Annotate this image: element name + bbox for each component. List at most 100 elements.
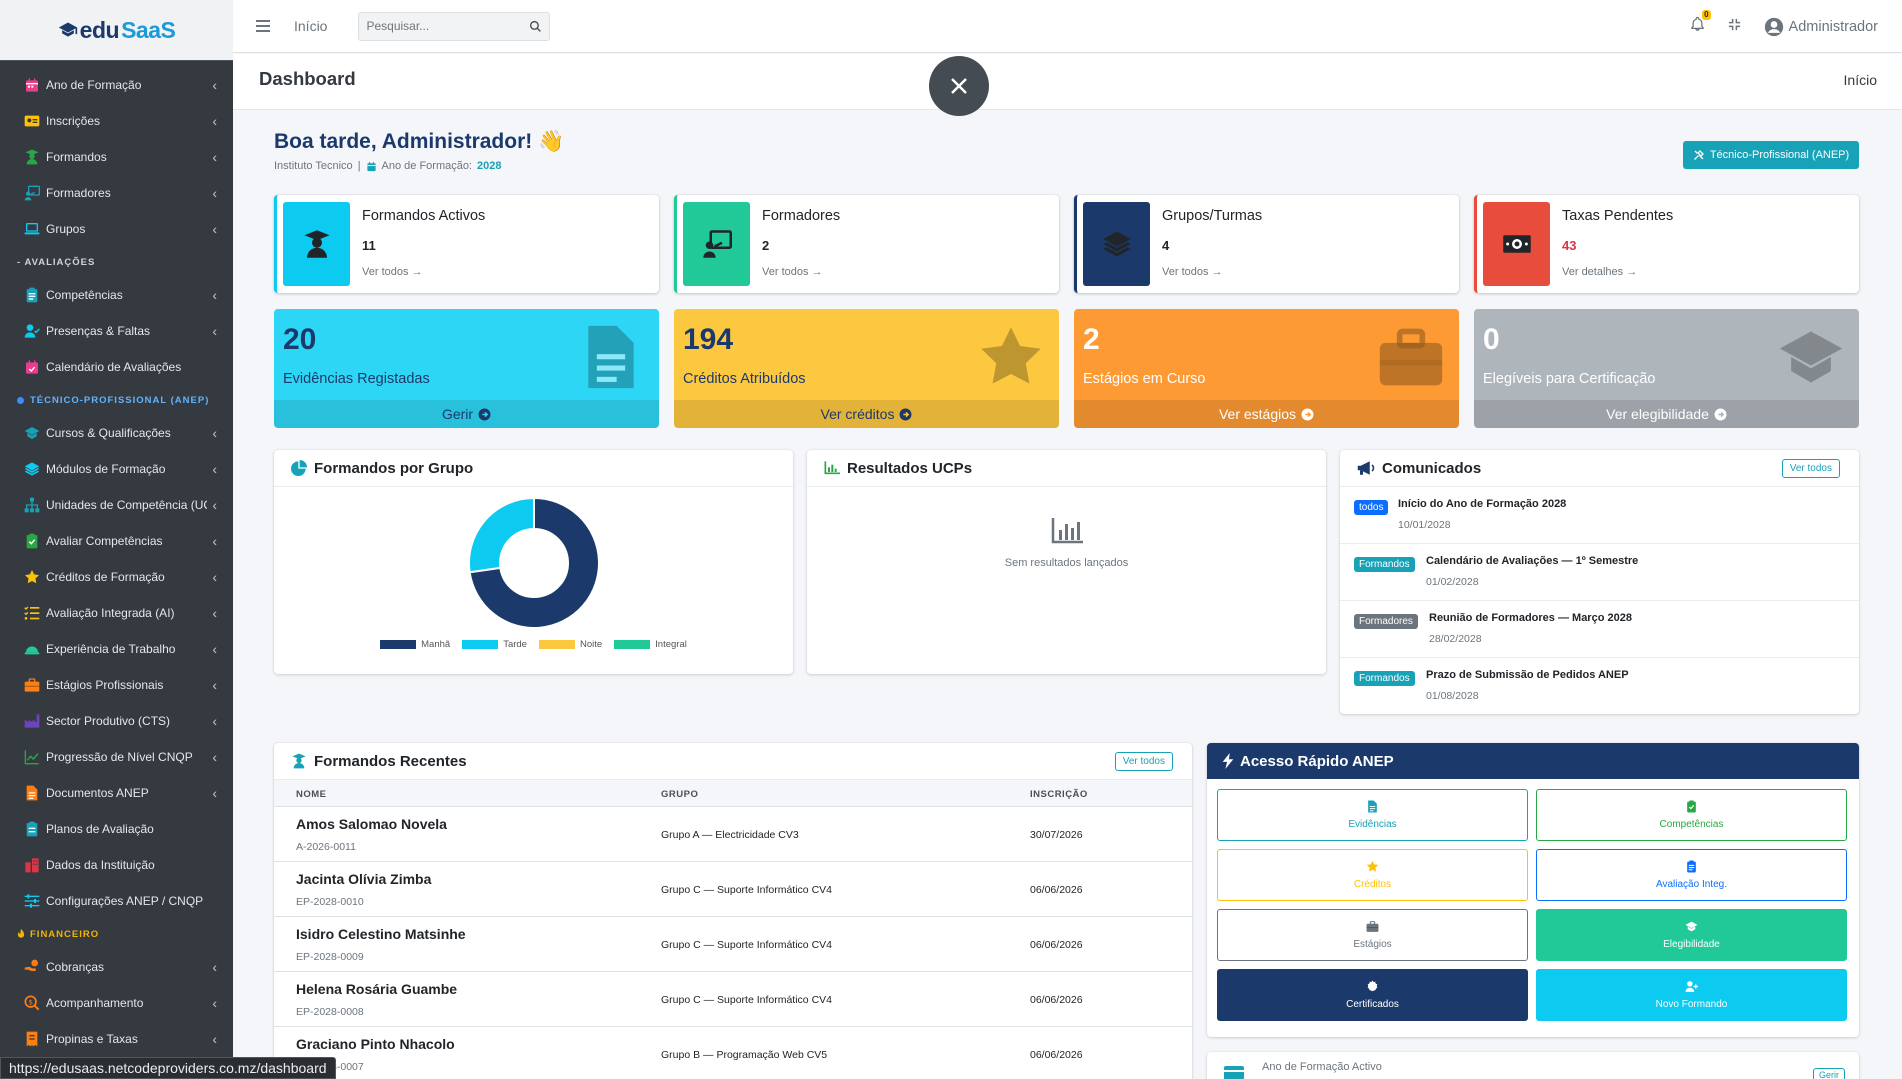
- sidebar-item-experiencia-de-trabalho[interactable]: Experiência de Trabalho ‹: [0, 631, 233, 667]
- info-box-value: 43: [1562, 238, 1577, 253]
- small-box: 194 Créditos Atribuídos Ver créditos: [674, 309, 1059, 428]
- sidebar-item-formadores[interactable]: Formadores ‹: [0, 175, 233, 211]
- sidebar-item-cobrancas[interactable]: Cobranças ‹: [0, 949, 233, 985]
- home-link[interactable]: Início: [294, 18, 328, 34]
- search-input[interactable]: [359, 19, 522, 33]
- legend-item[interactable]: Noite: [538, 639, 602, 650]
- sidebar-item-grupos[interactable]: Grupos ‹: [0, 211, 233, 247]
- sidebar-item-acompanhamento[interactable]: $ Acompanhamento ‹: [0, 985, 233, 1021]
- news-ver-todos-button[interactable]: Ver todos: [1781, 458, 1840, 478]
- small-box-footer-link[interactable]: Ver estágios: [1074, 400, 1459, 428]
- table-row[interactable]: Jacinta Olívia Zimba EP-2028-0010 Grupo C …: [274, 862, 1192, 917]
- chevron-left-icon: ‹: [212, 185, 217, 201]
- teacher-icon: [683, 202, 750, 286]
- clipboard-icon: [22, 286, 42, 304]
- ano-formacao-gerir-button[interactable]: Gerir: [1813, 1068, 1845, 1079]
- quick-avaliacao-integ-button[interactable]: Avaliação Integ.: [1536, 849, 1847, 901]
- search-dollar-icon: $: [22, 994, 42, 1012]
- quick-creditos-button[interactable]: Créditos: [1217, 849, 1528, 901]
- sidebar-item-ano-de-formacao[interactable]: Ano de Formação ‹: [0, 67, 233, 103]
- sidebar-item-label: Dados da Instituição: [46, 858, 155, 872]
- chevron-left-icon: ‹: [212, 287, 217, 303]
- quick-novo-formando-button[interactable]: Novo Formando: [1536, 969, 1847, 1021]
- quick-certificados-button[interactable]: Certificados: [1217, 969, 1528, 1021]
- recent-ver-todos-button[interactable]: Ver todos: [1114, 751, 1173, 771]
- sidebar-item-cursos-qualificacoes[interactable]: Cursos & Qualificações ‹: [0, 415, 233, 451]
- sidebar-item-avaliacao-integrada-ai[interactable]: Avaliação Integrada (AI) ‹: [0, 595, 233, 631]
- info-box-link[interactable]: Ver todos →: [1162, 266, 1223, 278]
- news-tag-badge: todos: [1354, 500, 1389, 515]
- small-box-footer-link[interactable]: Ver créditos: [674, 400, 1059, 428]
- sidebar-item-estagios-profissionais[interactable]: Estágios Profissionais ‹: [0, 667, 233, 703]
- sidebar-item-unidades-de-competencia-ucps[interactable]: Unidades de Competência (UCPs) ‹: [0, 487, 233, 523]
- news-item[interactable]: todos Início do Ano de Formação 2028 10/01…: [1340, 487, 1859, 544]
- news-item[interactable]: Formadores Reunião de Formadores — Março …: [1340, 601, 1859, 658]
- sidebar-item-dados-da-instituicao[interactable]: Dados da Instituição: [0, 847, 233, 883]
- legend-item[interactable]: Manhã: [380, 639, 450, 650]
- quick-evidencias-button[interactable]: Evidências: [1217, 789, 1528, 841]
- brand-logo[interactable]: edu SaaS: [0, 0, 233, 61]
- sidebar-item-propinas-e-taxas[interactable]: Propinas e Taxas ‹: [0, 1021, 233, 1057]
- table-row[interactable]: Isidro Celestino Matsinhe EP-2028-0009 Gru…: [274, 917, 1192, 972]
- certificate-icon: [1366, 980, 1379, 993]
- sidebar-item-progressao-de-nivel-cnqp[interactable]: Progressão de Nível CNQP ‹: [0, 739, 233, 775]
- legend-item[interactable]: Integral: [614, 639, 687, 650]
- table-row[interactable]: Amos Salomao Novela A-2026-0011 Grupo A — …: [274, 807, 1192, 862]
- info-box-title: Formadores: [762, 208, 841, 224]
- news-item[interactable]: Formandos Calendário de Avaliações — 1º S…: [1340, 544, 1859, 601]
- clipboard-icon: [1685, 860, 1698, 873]
- user-menu[interactable]: Administrador: [1764, 17, 1878, 37]
- sidebar-item-configuracoes-anep-cnqp[interactable]: Configurações ANEP / CNQP: [0, 883, 233, 919]
- quick-estagios-button[interactable]: Estágios: [1217, 909, 1528, 961]
- legend-item[interactable]: Tarde: [462, 639, 527, 650]
- table-body: Amos Salomao Novela A-2026-0011 Grupo A — …: [274, 807, 1192, 1079]
- user-avatar-icon: [1764, 17, 1783, 36]
- menu-toggle-icon[interactable]: [256, 20, 270, 32]
- user-check-icon: [22, 322, 42, 340]
- tecnico-profissional-button[interactable]: Técnico-Profissional (ANEP): [1683, 141, 1859, 169]
- sidebar-item-planos-de-avaliacao[interactable]: Planos de Avaliação: [0, 811, 233, 847]
- sidebar-section-header: - AVALIAÇÕES: [0, 247, 233, 277]
- small-box-footer-link[interactable]: Gerir: [274, 400, 659, 428]
- sidebar-item-competencias[interactable]: Competências ‹: [0, 277, 233, 313]
- sidebar-item-label: Presenças & Faltas: [46, 324, 151, 338]
- receipt-icon: [22, 1030, 42, 1048]
- sidebar-item-presencas-faltas[interactable]: Presenças & Faltas ‹: [0, 313, 233, 349]
- close-overlay-button[interactable]: [929, 56, 989, 116]
- small-box-footer-link[interactable]: Ver elegibilidade: [1474, 400, 1859, 428]
- sidebar-item-label: Avaliar Competências: [46, 534, 163, 548]
- sidebar-item-modulos-de-formacao[interactable]: Módulos de Formação ‹: [0, 451, 233, 487]
- table-row[interactable]: Helena Rosária Guambe EP-2028-0008 Grupo C…: [274, 972, 1192, 1027]
- quick-elegibilidade-button[interactable]: Elegibilidade: [1536, 909, 1847, 961]
- close-icon: [951, 78, 967, 94]
- sidebar-item-formandos[interactable]: Formandos ‹: [0, 139, 233, 175]
- fullscreen-exit-icon[interactable]: [1727, 17, 1742, 37]
- sidebar-item-calendario-de-avaliacoes[interactable]: Calendário de Avaliações: [0, 349, 233, 385]
- sidebar-item-avaliar-competencias[interactable]: Avaliar Competências ‹: [0, 523, 233, 559]
- teacher-icon: [22, 184, 42, 202]
- breadcrumb[interactable]: Início: [1843, 72, 1877, 88]
- donut-slice-tarde[interactable]: [468, 496, 535, 574]
- ano-formacao-label: Ano de Formação Activo: [1262, 1061, 1382, 1073]
- chevron-left-icon: ‹: [212, 569, 217, 585]
- table-row[interactable]: Graciano Pinto NhacoloEP-2028-0007Grupo …: [274, 1027, 1192, 1079]
- donut-slice-manha[interactable]: [468, 496, 600, 629]
- sidebar-section-header: TÉCNICO-PROFISSIONAL (ANEP): [0, 385, 233, 415]
- sidebar-item-creditos-de-formacao[interactable]: Créditos de Formação ‹: [0, 559, 233, 595]
- chevron-left-icon: ‹: [212, 533, 217, 549]
- sidebar-item-inscricoes[interactable]: Inscrições ‹: [0, 103, 233, 139]
- small-box-footer-label: Gerir: [441, 406, 474, 422]
- formando-code: EP-2028-0008: [296, 1006, 364, 1018]
- info-box-link[interactable]: Ver todos →: [762, 266, 823, 278]
- info-box-link[interactable]: Ver detalhes →: [1562, 266, 1638, 278]
- news-item[interactable]: Formandos Prazo de Submissão de Pedidos A…: [1340, 658, 1859, 714]
- sidebar-item-sector-produtivo-cts[interactable]: Sector Produtivo (CTS) ‹: [0, 703, 233, 739]
- sidebar-item-documentos-anep[interactable]: Documentos ANEP ‹: [0, 775, 233, 811]
- notifications-bell-icon[interactable]: 0: [1690, 10, 1711, 37]
- quick-competencias-button[interactable]: Competências: [1536, 789, 1847, 841]
- legend-swatch: [614, 640, 651, 649]
- search-icon[interactable]: [521, 20, 549, 33]
- sidebar-item-label: Cobranças: [46, 960, 105, 974]
- arrow-circle-right-icon: [1301, 408, 1314, 421]
- info-box-link[interactable]: Ver todos →: [362, 266, 423, 278]
